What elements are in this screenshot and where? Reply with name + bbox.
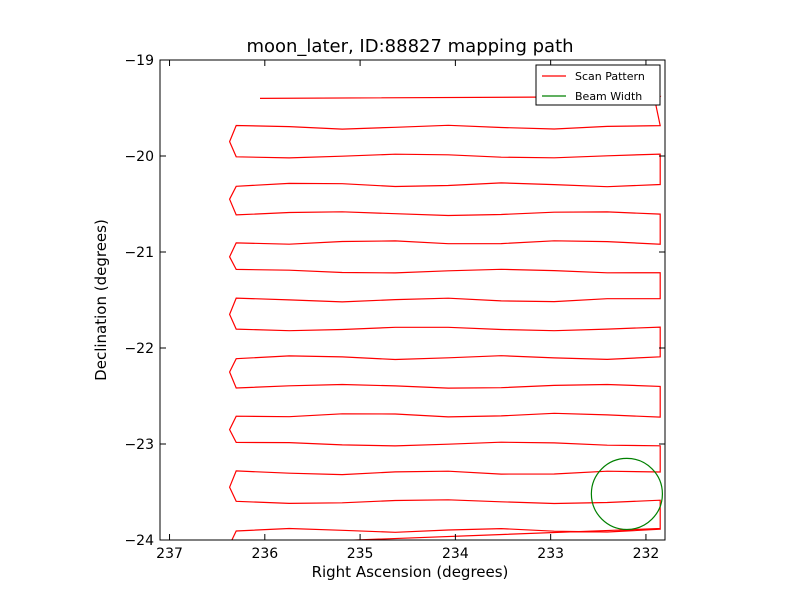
x-tick-label: 232 bbox=[633, 546, 660, 562]
x-tick-label: 235 bbox=[347, 546, 374, 562]
y-tick-label: −20 bbox=[124, 149, 154, 165]
x-tick-label: 237 bbox=[156, 546, 183, 562]
y-tick-label: −19 bbox=[124, 53, 154, 69]
x-tick-label: 233 bbox=[537, 546, 564, 562]
plot-area bbox=[228, 95, 664, 540]
x-tick-label: 234 bbox=[442, 546, 469, 562]
y-tick-label: −22 bbox=[124, 341, 154, 357]
axis-ticks: 237 236 235 234 233 232 −19 −20 −21 −22 −23 −24 bbox=[124, 53, 665, 562]
y-axis-label: Declination (degrees) bbox=[92, 219, 110, 381]
legend-label-beam-width: Beam Width bbox=[575, 90, 642, 103]
scan-pattern-line bbox=[228, 95, 662, 540]
legend-label-scan-pattern: Scan Pattern bbox=[575, 70, 645, 83]
legend-box bbox=[535, 64, 661, 106]
y-tick-label: −21 bbox=[124, 245, 154, 261]
x-axis-label: Right Ascension (degrees) bbox=[312, 563, 509, 581]
beam-width-circle bbox=[590, 457, 664, 531]
y-tick-label: −23 bbox=[124, 437, 154, 453]
legend: Scan Pattern Beam Width bbox=[535, 64, 661, 106]
x-tick-label: 236 bbox=[251, 546, 278, 562]
plot-frame bbox=[159, 59, 666, 541]
chart-title: moon_later, ID:88827 mapping path bbox=[246, 36, 573, 57]
y-tick-label: −24 bbox=[124, 533, 154, 549]
